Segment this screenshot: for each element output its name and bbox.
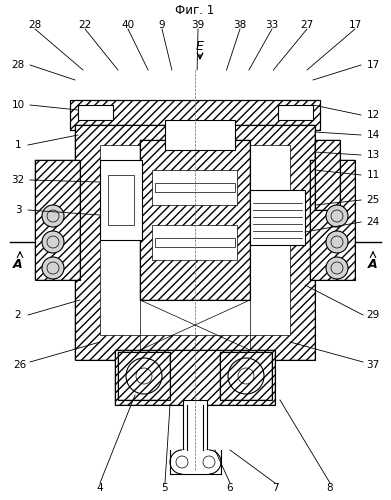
Circle shape <box>42 257 64 279</box>
Bar <box>70 100 320 130</box>
Text: 40: 40 <box>122 20 135 30</box>
Bar <box>140 140 250 300</box>
Text: 10: 10 <box>11 100 25 110</box>
Text: 3: 3 <box>15 205 22 215</box>
Bar <box>70 100 320 130</box>
Bar <box>152 170 237 205</box>
Circle shape <box>42 205 64 227</box>
Text: 38: 38 <box>233 20 247 30</box>
Text: 6: 6 <box>227 483 233 493</box>
Bar <box>75 125 315 360</box>
Text: 13: 13 <box>366 150 380 160</box>
Bar <box>155 183 235 192</box>
Text: 12: 12 <box>366 110 380 120</box>
Bar <box>165 120 235 150</box>
Bar <box>220 352 272 400</box>
Text: E: E <box>196 40 204 54</box>
Text: 7: 7 <box>272 483 278 493</box>
Bar <box>108 175 134 225</box>
Bar <box>220 352 272 400</box>
Text: 14: 14 <box>366 130 380 140</box>
Bar <box>115 350 275 405</box>
Text: A: A <box>368 258 378 272</box>
Bar <box>315 140 340 210</box>
Bar <box>315 140 340 210</box>
Text: 17: 17 <box>348 20 362 30</box>
Circle shape <box>197 450 221 474</box>
Text: 28: 28 <box>29 20 41 30</box>
Text: 17: 17 <box>366 60 380 70</box>
Text: 22: 22 <box>78 20 91 30</box>
Bar <box>100 160 142 240</box>
Bar <box>75 125 315 360</box>
Text: 29: 29 <box>366 310 380 320</box>
Text: 26: 26 <box>13 360 27 370</box>
Circle shape <box>326 257 348 279</box>
Bar <box>35 160 80 280</box>
Bar <box>35 160 80 280</box>
Circle shape <box>42 231 64 253</box>
Bar <box>183 400 207 455</box>
Bar <box>250 190 305 245</box>
Text: 2: 2 <box>15 310 22 320</box>
Text: 5: 5 <box>162 483 168 493</box>
Bar <box>182 450 209 474</box>
Text: 39: 39 <box>191 20 204 30</box>
Bar <box>310 160 355 280</box>
Bar <box>278 105 313 120</box>
Bar <box>115 350 275 405</box>
Text: 33: 33 <box>265 20 279 30</box>
Circle shape <box>170 450 194 474</box>
Circle shape <box>326 231 348 253</box>
Bar <box>118 352 170 400</box>
Text: 37: 37 <box>366 360 380 370</box>
Circle shape <box>326 205 348 227</box>
Bar <box>155 238 235 247</box>
Bar <box>152 225 237 260</box>
Bar <box>78 105 113 120</box>
Text: 1: 1 <box>15 140 22 150</box>
Bar <box>100 145 290 335</box>
Text: 24: 24 <box>366 217 380 227</box>
Text: 11: 11 <box>366 170 380 180</box>
Text: A: A <box>13 258 23 272</box>
Bar <box>140 140 250 300</box>
Text: 9: 9 <box>159 20 165 30</box>
Bar <box>118 352 170 400</box>
Text: 8: 8 <box>327 483 333 493</box>
Bar <box>310 160 355 280</box>
Text: 25: 25 <box>366 195 380 205</box>
Text: Фиг. 1: Фиг. 1 <box>176 4 215 16</box>
Text: 27: 27 <box>300 20 314 30</box>
Text: 4: 4 <box>97 483 103 493</box>
Text: 32: 32 <box>11 175 25 185</box>
Text: 28: 28 <box>11 60 25 70</box>
